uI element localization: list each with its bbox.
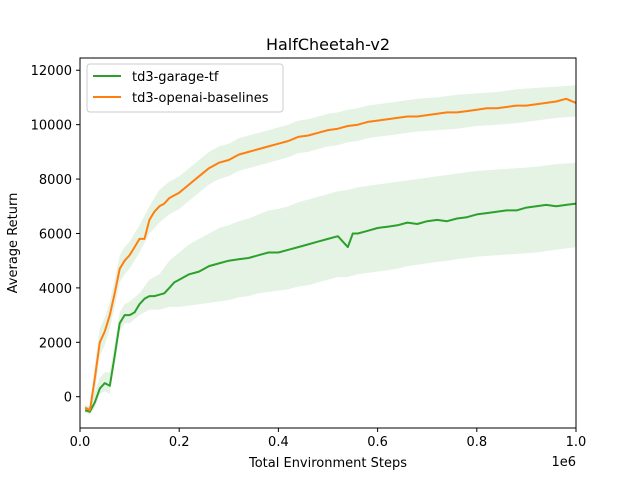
y-axis-ticks: 0 2000 4000 6000 8000 10000 12000 [31, 64, 80, 406]
series-line-td3-garage-tf [84, 202, 577, 413]
x-tick-label: 0.0 [70, 435, 91, 450]
y-tick-label: 10000 [31, 119, 72, 134]
x-axis-offset-label: 1e6 [551, 455, 576, 470]
confidence-bands [85, 85, 576, 415]
y-tick-label: 2000 [39, 336, 72, 351]
chart-title: HalfCheetah-v2 [266, 35, 390, 54]
legend: td3-garage-tf td3-openai-baselines [86, 63, 284, 113]
x-axis-ticks: 0.0 0.2 0.4 0.6 0.8 1.0 [70, 428, 587, 450]
legend-label-td3-openai-baselines: td3-openai-baselines [132, 91, 269, 106]
series-lines [84, 97, 577, 413]
y-tick-label: 0 [64, 391, 72, 406]
band-td3-openai-baselines [85, 85, 576, 415]
y-axis-label: Average Return [6, 193, 21, 294]
plot-frame [79, 57, 577, 429]
x-tick-label: 1.0 [566, 435, 587, 450]
band-td3-garage-tf [85, 162, 576, 415]
x-tick-label: 0.8 [466, 435, 487, 450]
y-tick-label: 6000 [39, 227, 72, 242]
legend-label-td3-garage-tf: td3-garage-tf [132, 70, 219, 85]
y-tick-label: 4000 [39, 282, 72, 297]
series-line-td3-openai-baselines [84, 97, 577, 412]
x-axis-label: Total Environment Steps [248, 456, 407, 471]
x-tick-label: 0.2 [169, 435, 190, 450]
legend-box [86, 63, 284, 113]
x-tick-label: 0.4 [268, 435, 289, 450]
y-tick-label: 8000 [39, 173, 72, 188]
x-tick-label: 0.6 [367, 435, 388, 450]
y-tick-label: 12000 [31, 64, 72, 79]
